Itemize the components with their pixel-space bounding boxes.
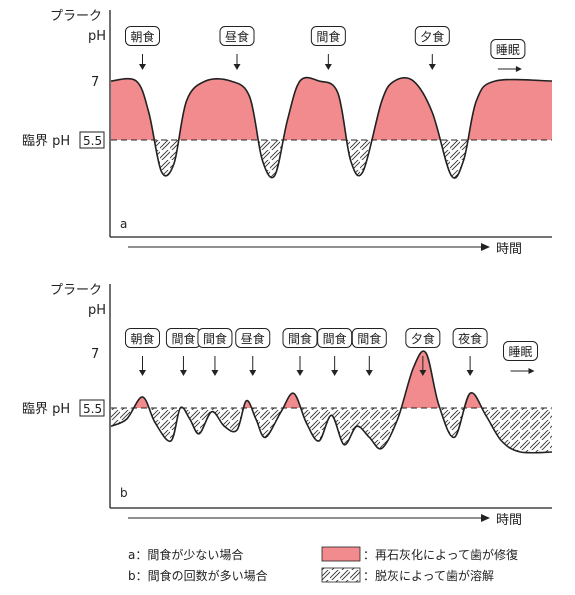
event-label: 夜食 [458, 331, 482, 346]
sleep-arrowhead [515, 66, 522, 72]
event-arrowhead [139, 370, 146, 376]
event-label-box [282, 328, 318, 348]
remineralization-area [111, 77, 552, 140]
event-arrowhead [466, 370, 474, 376]
event-label-box [317, 328, 353, 348]
ph-curve [110, 76, 553, 179]
time-arrowhead [481, 243, 490, 251]
event-label: 間食 [316, 29, 340, 44]
event-label-box [452, 328, 488, 348]
event-label: 間食 [203, 331, 227, 346]
legend-demineralization-label: ：脱灰によって歯が溶解 [363, 568, 494, 583]
legend-remineralization-swatch [321, 546, 361, 562]
event-label: 睡眠 [496, 43, 520, 57]
event-label: 睡眠 [508, 345, 532, 359]
panel-letter: a [120, 217, 127, 231]
event-label: 間食 [323, 331, 347, 346]
event-arrowhead [428, 64, 436, 70]
critical-ph-label: 臨界 pH [22, 402, 70, 417]
event-label-box [405, 328, 441, 348]
legend-remineralization-label: ：再石灰化によって歯が修復 [363, 547, 518, 562]
event-label: 間食 [288, 331, 312, 346]
event-label: 昼食 [225, 29, 249, 44]
critical-ph-value: 5.5 [83, 134, 102, 148]
critical-ph-box [79, 399, 105, 417]
panel-letter: b [120, 486, 128, 500]
event-label-box [235, 328, 271, 348]
demineralization-area [111, 408, 552, 453]
event-label: 夕食 [411, 331, 435, 346]
sleep-arrowhead [528, 368, 535, 374]
y-axis-label-ph: pH [88, 303, 106, 318]
event-arrowhead [233, 64, 241, 70]
event-arrowhead [324, 64, 332, 70]
event-arrowhead [365, 370, 373, 376]
legend-demineralization-swatch [321, 567, 361, 583]
legend: a：間食が少ない場合 b：間食の回数が多い場合 ：再石灰化によって歯が修復 ：脱… [128, 546, 518, 583]
event-label: 朝食 [130, 29, 154, 44]
event-arrowhead [249, 370, 257, 376]
event-label: 間食 [171, 331, 195, 346]
event-arrowhead [296, 370, 304, 376]
critical-ph-value: 5.5 [83, 402, 102, 416]
event-label-box [125, 328, 160, 348]
y-axis-label-ph: pH [88, 29, 106, 44]
legend-b-description: b：間食の回数が多い場合 [128, 568, 268, 583]
event-label: 夕食 [420, 29, 444, 44]
event-label-box [310, 26, 346, 46]
y-tick-7: 7 [91, 347, 99, 362]
y-tick-7: 7 [91, 75, 99, 90]
critical-ph-box [79, 131, 105, 149]
remineralization-area [111, 351, 552, 408]
event-arrowhead [419, 370, 427, 376]
event-label-box [490, 39, 526, 59]
event-arrowhead [139, 64, 146, 70]
event-arrowhead [331, 370, 339, 376]
critical-ph-label: 臨界 pH [22, 134, 70, 149]
event-label-box [351, 328, 387, 348]
time-arrowhead [481, 514, 490, 522]
event-arrowhead [179, 370, 187, 376]
event-label: 間食 [357, 331, 381, 346]
event-label-box [197, 328, 233, 348]
time-label: 時間 [496, 242, 522, 257]
y-axis-label: プラーク [50, 283, 102, 298]
event-label: 朝食 [130, 331, 154, 346]
event-label-box [219, 26, 255, 46]
event-label-box [503, 341, 538, 361]
time-label: 時間 [496, 513, 522, 528]
event-label: 昼食 [241, 331, 265, 346]
y-axis-label: プラーク [50, 9, 102, 24]
event-label-box [414, 26, 450, 46]
panel-b: プラーク pH 7 臨界 pH 5.5 b 時間 朝食 間食 間食 昼食 間食 間食 間食夕… [22, 283, 553, 528]
event-label-box [125, 26, 160, 46]
event-arrowhead [211, 370, 219, 376]
legend-a-description: a：間食が少ない場合 [128, 547, 243, 562]
ph-curve [110, 350, 553, 454]
